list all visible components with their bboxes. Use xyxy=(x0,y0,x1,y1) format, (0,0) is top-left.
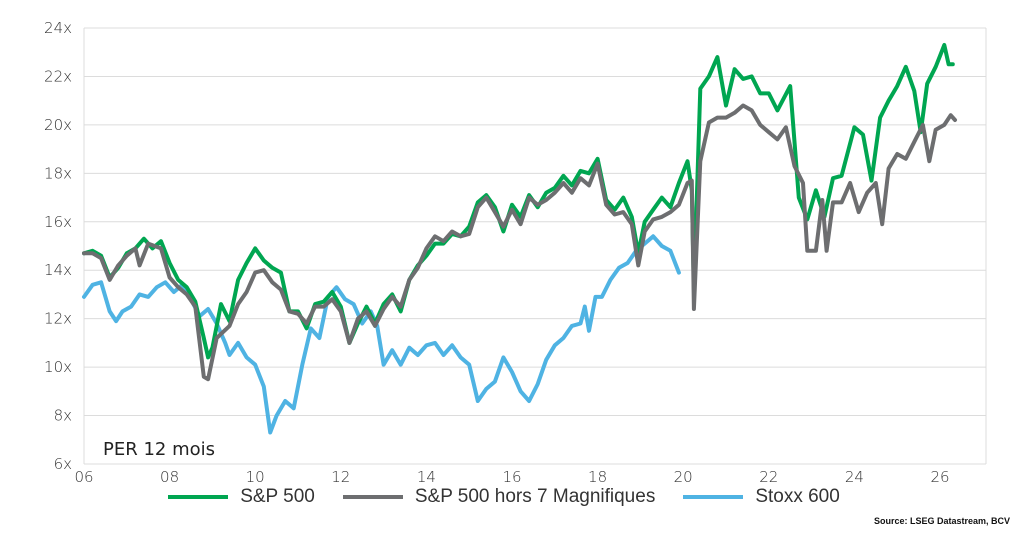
y-axis-ticks: 6x 8x 10x 12x 14x 16x 18x 20x 22x 24x xyxy=(44,19,72,473)
legend-label-sp500-ex-mag7: S&P 500 hors 7 Magnifiques xyxy=(414,486,656,507)
x-tick-label: 24 xyxy=(845,468,864,486)
grid-lines xyxy=(83,27,987,465)
legend-item-sp500-ex-mag7: S&P 500 hors 7 Magnifiques xyxy=(342,486,656,508)
y-tick-label: 24x xyxy=(44,19,72,37)
legend: S&P 500 S&P 500 hors 7 Magnifiques Stoxx… xyxy=(0,486,1022,508)
y-tick-label: 14x xyxy=(44,261,72,279)
legend-swatch-sp500-ex-mag7 xyxy=(342,495,403,499)
y-tick-label: 16x xyxy=(44,213,72,231)
x-tick-label: 08 xyxy=(160,468,179,486)
y-tick-label: 6x xyxy=(54,455,73,473)
legend-label-stoxx600: Stoxx 600 xyxy=(755,486,840,507)
x-tick-label: 14 xyxy=(417,468,436,486)
y-tick-label: 12x xyxy=(44,310,72,328)
y-tick-label: 18x xyxy=(44,164,72,182)
x-tick-label: 12 xyxy=(331,468,350,486)
legend-label-sp500: S&P 500 xyxy=(240,486,315,507)
x-tick-label: 22 xyxy=(759,468,778,486)
x-axis-ticks: 06 08 10 12 14 16 18 20 22 24 26 xyxy=(74,468,949,486)
legend-item-sp500: S&P 500 xyxy=(168,486,315,508)
series-lines xyxy=(82,43,957,435)
series-line-stoxx-600 xyxy=(82,234,681,435)
y-tick-label: 20x xyxy=(44,116,72,134)
source-note: Source: LSEG Datastream, BCV xyxy=(873,516,1010,526)
x-tick-label: 26 xyxy=(930,468,949,486)
chart-annotation: PER 12 mois xyxy=(103,439,215,460)
legend-swatch-stoxx600 xyxy=(683,495,744,499)
legend-swatch-sp500 xyxy=(168,495,229,499)
x-tick-label: 18 xyxy=(588,468,607,486)
legend-item-stoxx600: Stoxx 600 xyxy=(683,486,840,508)
x-tick-label: 16 xyxy=(502,468,521,486)
y-tick-label: 10x xyxy=(44,358,72,376)
y-tick-label: 22x xyxy=(44,67,72,85)
x-tick-label: 20 xyxy=(674,468,693,486)
x-tick-label: 06 xyxy=(74,468,93,486)
y-tick-label: 8x xyxy=(54,407,73,425)
x-tick-label: 10 xyxy=(246,468,265,486)
series-line-s-p-500-hors-7-magnifiques xyxy=(82,103,957,382)
